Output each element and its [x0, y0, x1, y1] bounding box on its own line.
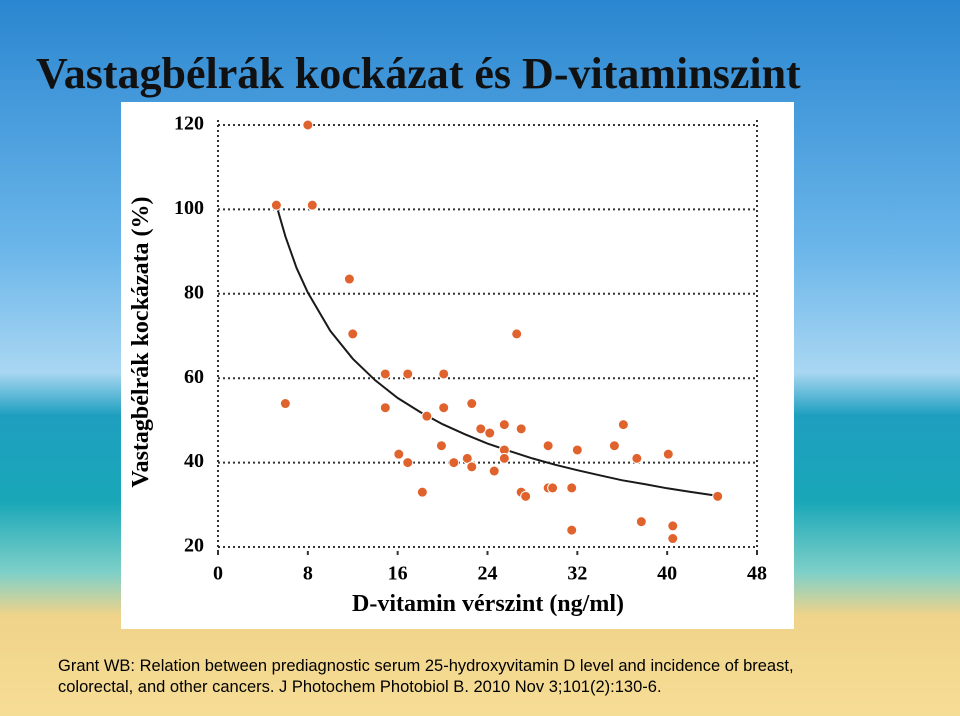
fit-curve	[275, 204, 718, 497]
x-tick-label: 32	[567, 563, 587, 585]
point	[547, 482, 559, 494]
point	[631, 452, 643, 464]
point	[608, 440, 620, 452]
point	[475, 423, 487, 435]
point	[347, 328, 359, 340]
point	[448, 457, 460, 469]
x-tick-label: 8	[303, 563, 313, 585]
point	[302, 119, 314, 131]
point	[402, 457, 414, 469]
point	[667, 533, 679, 545]
y-axis-label: Vastagbélrák kockázata (%)	[128, 196, 154, 487]
x-axis-label: D-vitamin vérszint (ng/ml)	[352, 591, 624, 617]
point	[435, 440, 447, 452]
point	[279, 398, 291, 410]
point	[379, 402, 391, 414]
point	[712, 490, 724, 502]
y-tick-label: 40	[184, 450, 204, 472]
point	[498, 452, 510, 464]
point	[566, 482, 578, 494]
point	[542, 440, 554, 452]
point	[438, 402, 450, 414]
y-tick-label: 60	[184, 366, 204, 388]
point	[484, 427, 496, 439]
x-tick-label: 48	[747, 563, 767, 585]
point	[617, 419, 629, 431]
point	[511, 328, 523, 340]
point	[571, 444, 583, 456]
caption-line: Grant WB: Relation between prediagnostic…	[58, 657, 794, 675]
point	[270, 199, 282, 211]
point	[466, 461, 478, 473]
x-tick-label: 24	[478, 563, 498, 585]
point	[488, 465, 500, 477]
y-tick-label: 100	[174, 197, 204, 219]
y-tick-label: 20	[184, 535, 204, 557]
slide-title: Vastagbélrák kockázat és D-vitaminszint	[36, 49, 801, 98]
point	[461, 452, 473, 464]
caption: Grant WB: Relation between prediagnostic…	[58, 656, 794, 698]
y-tick-label: 120	[174, 113, 204, 135]
point	[379, 368, 391, 380]
point	[667, 520, 679, 532]
point	[498, 419, 510, 431]
caption-line: colorectal, and other cancers. J Photoch…	[58, 678, 662, 696]
point	[416, 486, 428, 498]
point	[662, 448, 674, 460]
point	[343, 273, 355, 285]
chart-background	[121, 102, 794, 629]
point	[306, 199, 318, 211]
x-tick-label: 0	[213, 563, 223, 585]
point	[393, 448, 405, 460]
point	[466, 398, 478, 410]
point	[438, 368, 450, 380]
point	[515, 423, 527, 435]
y-tick-label: 80	[184, 281, 204, 303]
x-tick-label: 16	[388, 563, 408, 585]
point	[635, 516, 647, 528]
point	[421, 410, 433, 422]
point	[566, 524, 578, 536]
x-tick-label: 40	[657, 563, 677, 585]
point	[520, 490, 532, 502]
point	[402, 368, 414, 380]
